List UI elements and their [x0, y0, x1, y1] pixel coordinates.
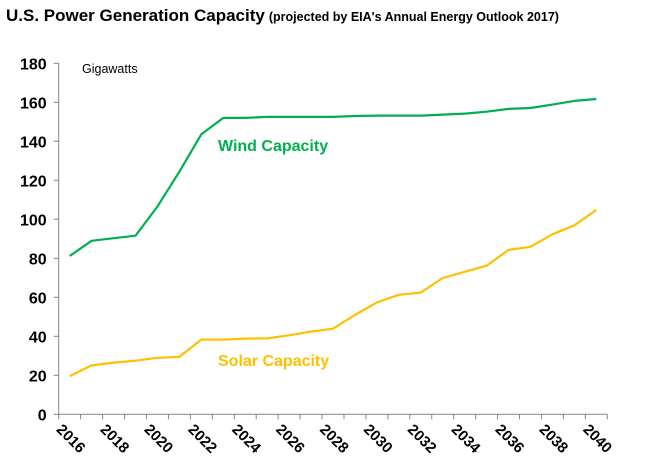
- y-tick-label: 40: [29, 329, 47, 346]
- x-tick-label: 2036: [492, 421, 528, 457]
- y-tick-label: 180: [20, 56, 47, 73]
- y-tick-label: 20: [29, 368, 47, 385]
- x-tick-label: 2022: [185, 421, 221, 457]
- x-tick-label: 2028: [316, 421, 352, 457]
- x-tick-label: 2034: [448, 421, 484, 457]
- y-tick-label: 0: [38, 407, 47, 424]
- y-tick-label: 80: [29, 251, 47, 268]
- x-tick-label: 2026: [272, 421, 308, 457]
- x-tick-label: 2018: [97, 421, 133, 457]
- x-tick-label: 2024: [228, 421, 264, 457]
- wind-capacity-line: [69, 97, 597, 257]
- chart-title: U.S. Power Generation Capacity (projected…: [6, 6, 559, 26]
- x-tick-label: 2016: [53, 421, 89, 457]
- chart-subtitle: (projected by EIA's Annual Energy Outloo…: [268, 10, 559, 24]
- x-tick-label: 2020: [141, 421, 177, 457]
- y-tick-label: 160: [20, 95, 47, 112]
- x-tick-label: 2038: [536, 421, 572, 457]
- y-tick-label: 120: [20, 173, 47, 190]
- solar-capacity-line: [69, 209, 597, 378]
- x-tick-label: 2040: [579, 421, 615, 457]
- unit-label: Gigawatts: [82, 62, 138, 76]
- title-main: U.S. Power Generation Capacity: [6, 6, 265, 25]
- series-lines: [69, 97, 597, 378]
- y-tick-label: 140: [20, 134, 47, 151]
- x-tick-label: 2032: [404, 421, 440, 457]
- y-tick-label: 100: [20, 212, 47, 229]
- wind-series-label: Wind Capacity: [218, 138, 328, 155]
- x-tick-label: 2030: [360, 421, 396, 457]
- y-tick-label: 60: [29, 290, 47, 307]
- solar-series-label: Solar Capacity: [218, 353, 329, 370]
